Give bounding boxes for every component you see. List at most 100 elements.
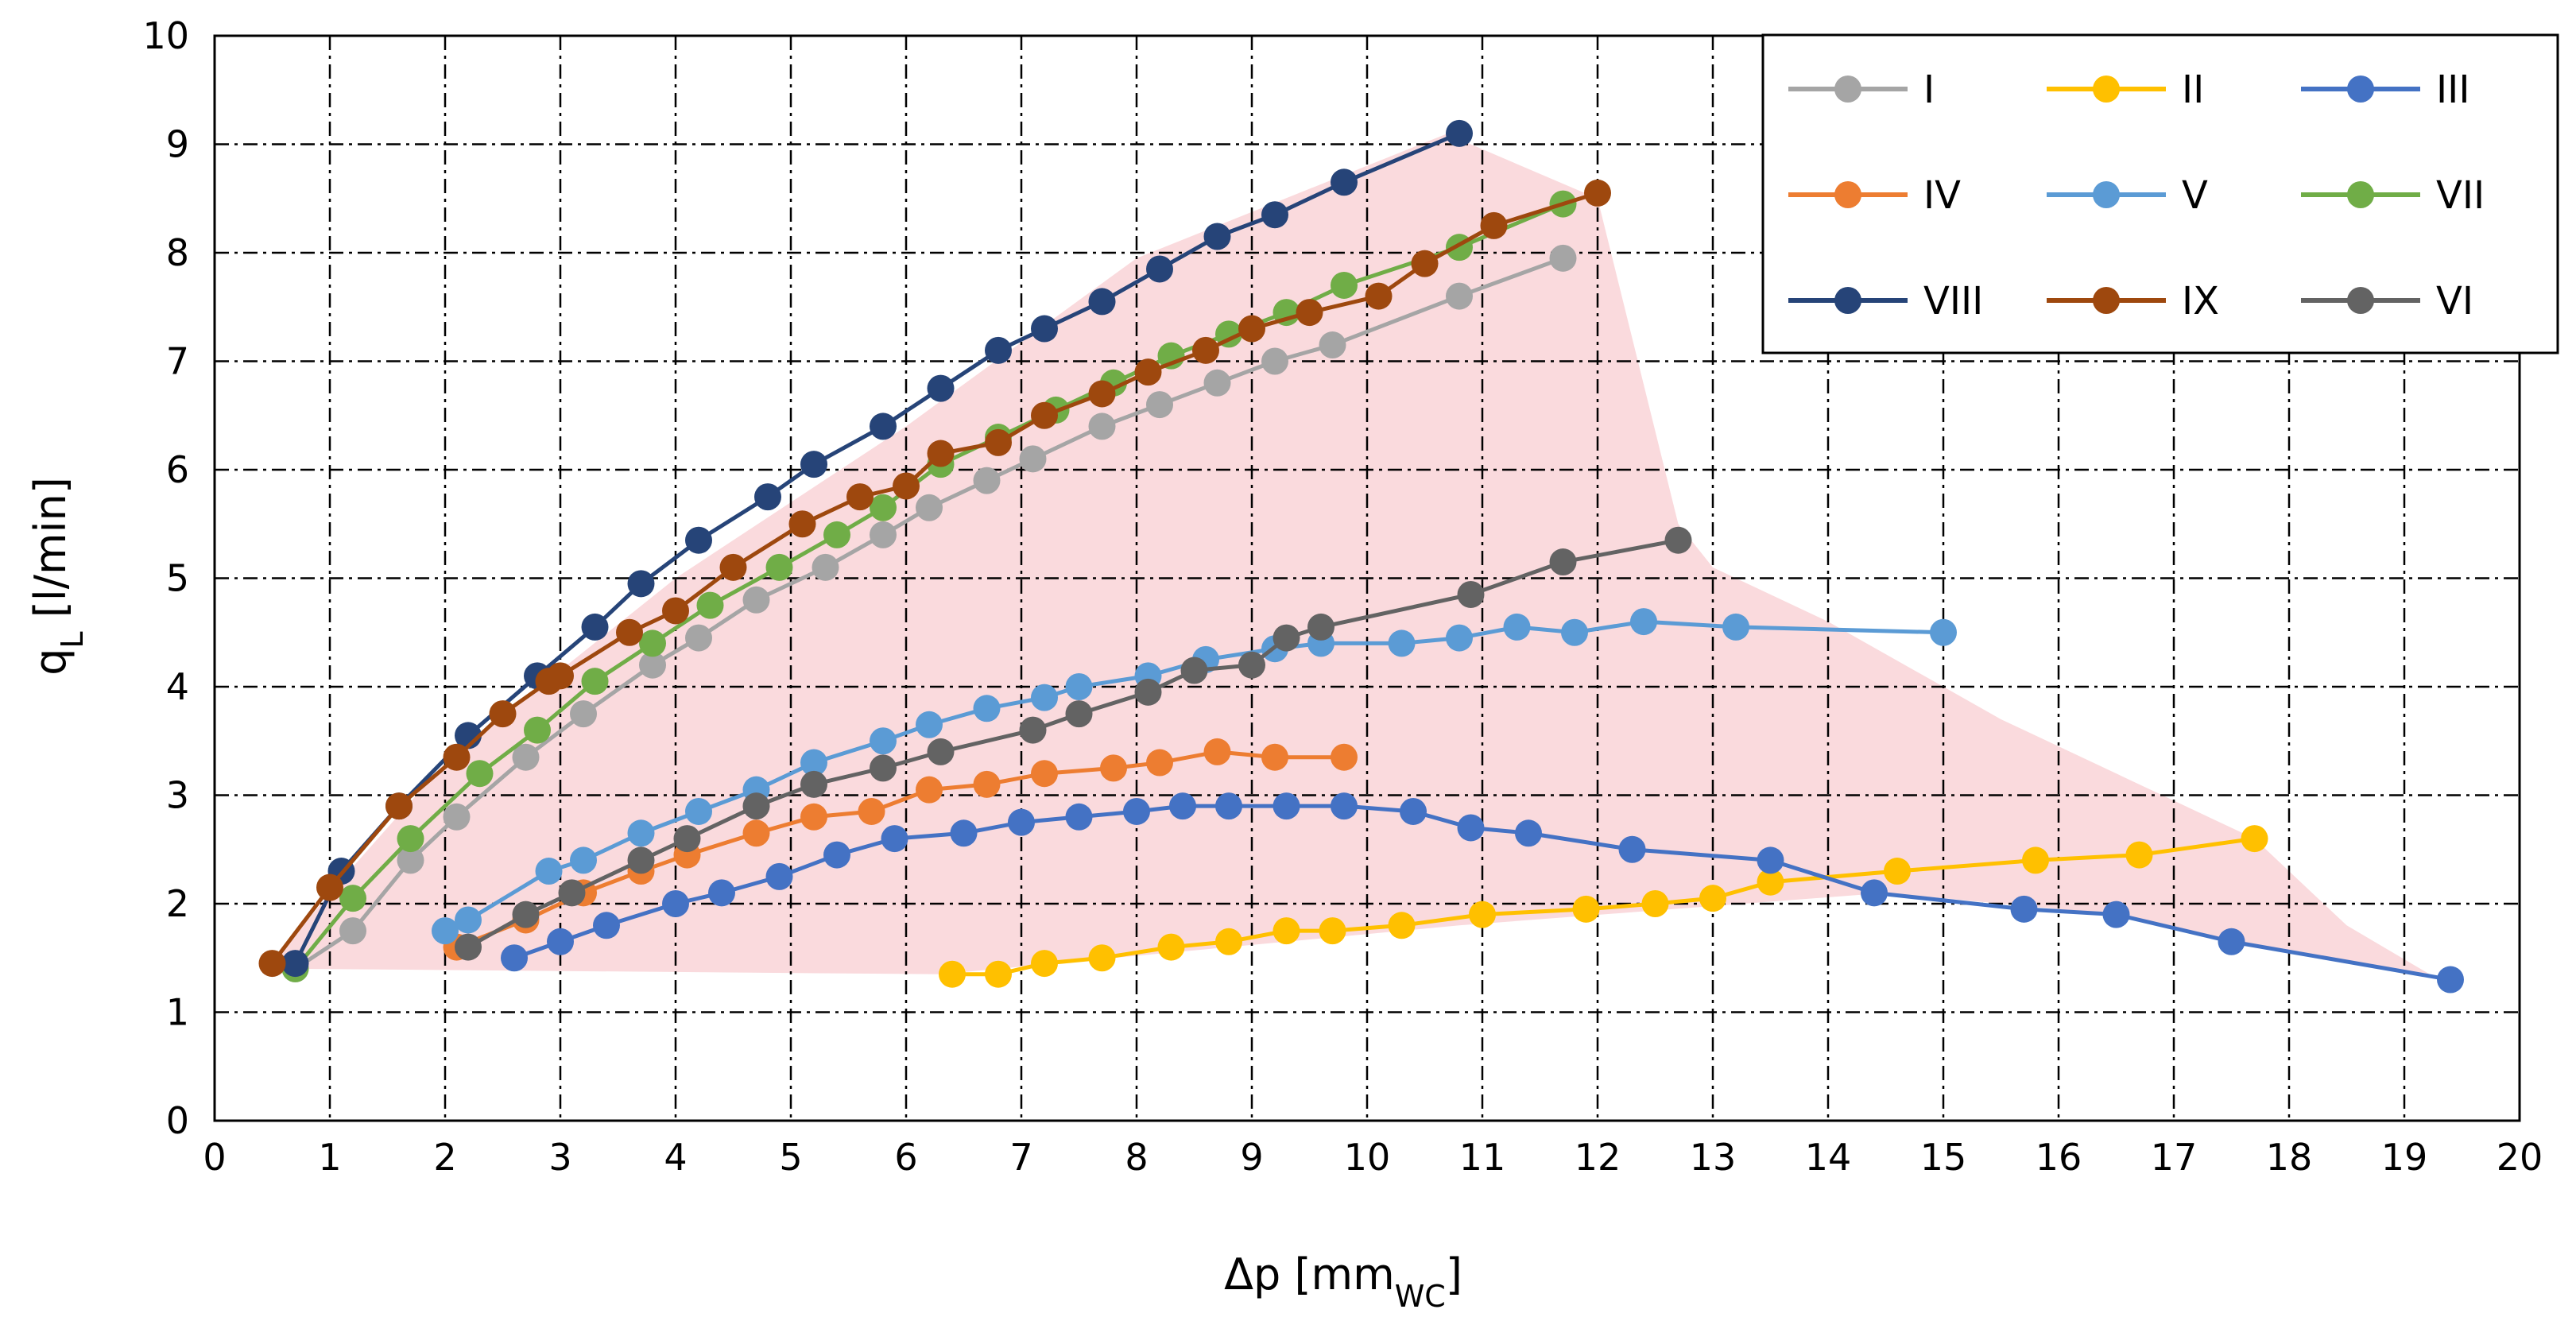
data-point — [1641, 890, 1669, 917]
data-point — [639, 651, 666, 679]
data-point — [1722, 613, 1749, 641]
data-point — [812, 553, 839, 581]
data-point — [639, 629, 666, 657]
data-point — [2241, 825, 2268, 853]
data-point — [927, 374, 955, 402]
data-point — [397, 825, 424, 853]
legend-marker — [2093, 181, 2120, 208]
data-point — [1203, 738, 1231, 765]
data-point — [1572, 895, 1600, 923]
data-point — [1019, 445, 1047, 473]
legend-label: II — [2182, 68, 2204, 112]
data-point — [1203, 223, 1231, 250]
data-point — [1457, 814, 1485, 842]
data-point — [2102, 901, 2130, 928]
data-point — [1019, 716, 1047, 744]
y-tick-label: 2 — [166, 882, 189, 925]
data-point — [1331, 271, 1358, 299]
series-IV — [443, 738, 1358, 961]
x-tick-label: 15 — [1920, 1136, 1967, 1179]
data-point — [1215, 792, 1242, 820]
data-point — [708, 879, 735, 907]
legend-label: III — [2436, 68, 2469, 112]
data-point — [1146, 391, 1173, 419]
x-tick-label: 4 — [664, 1136, 687, 1179]
tick-layer: 0 1 2 3 4 5 6 7 8 9 10 11 12 13 14 15 16 17 18 19 2001234567… — [142, 14, 2543, 1179]
data-point — [385, 792, 413, 820]
data-point — [973, 467, 1001, 494]
data-point — [1561, 618, 1588, 646]
data-point — [662, 890, 689, 917]
legend-item: I — [1788, 68, 1935, 112]
y-axis-title: qL [l/min] — [25, 477, 90, 676]
data-point — [927, 440, 955, 467]
data-point — [1469, 901, 1496, 928]
data-point — [696, 591, 724, 619]
data-point — [685, 797, 712, 825]
legend-item: V — [2047, 173, 2208, 218]
data-point — [1307, 613, 1334, 641]
data-point — [754, 483, 781, 511]
y-tick-label: 8 — [166, 231, 189, 274]
data-point — [985, 428, 1012, 456]
y-tick-label: 9 — [166, 123, 189, 166]
data-point — [547, 928, 574, 955]
data-point — [1446, 624, 1473, 652]
legend-label: IX — [2182, 279, 2219, 323]
data-point — [581, 613, 609, 641]
data-point — [558, 879, 586, 907]
data-point — [466, 760, 494, 788]
x-tick-label: 10 — [1344, 1136, 1391, 1179]
x-tick-label: 12 — [1575, 1136, 1621, 1179]
data-point — [1100, 754, 1127, 782]
data-point — [397, 846, 424, 874]
legend-label: IV — [1923, 173, 1961, 218]
data-point — [455, 933, 482, 961]
data-point — [1088, 413, 1116, 440]
data-point — [673, 825, 701, 853]
data-point — [1549, 548, 1577, 576]
data-point — [2022, 846, 2049, 874]
data-point — [1238, 651, 1265, 679]
x-tick-label: 16 — [2036, 1136, 2082, 1179]
y-tick-label: 4 — [166, 665, 189, 708]
x-tick-label: 0 — [203, 1136, 226, 1179]
data-point — [1388, 912, 1416, 939]
data-point — [339, 885, 366, 912]
data-point — [1134, 678, 1162, 706]
legend-marker — [1834, 76, 1861, 103]
data-point — [535, 858, 563, 885]
data-point — [1123, 797, 1150, 825]
x-tick-label: 19 — [2381, 1136, 2428, 1179]
series-IX — [258, 179, 1611, 978]
plot-frame — [213, 34, 2521, 1122]
data-point — [1319, 331, 1346, 359]
data-point — [1088, 288, 1116, 316]
data-point — [1861, 879, 1888, 907]
x-tick-label: 11 — [1459, 1136, 1506, 1179]
legend-item: VII — [2301, 173, 2485, 218]
data-point — [1446, 282, 1473, 310]
data-point — [1215, 928, 1242, 955]
data-point — [1457, 580, 1485, 608]
data-point — [1331, 792, 1358, 820]
series-VI — [455, 526, 1692, 961]
data-point — [1884, 858, 1911, 885]
data-point — [443, 803, 471, 831]
legend-label: VIII — [1923, 279, 1983, 323]
data-point — [927, 738, 955, 765]
data-point — [685, 624, 712, 652]
data-point — [316, 873, 343, 901]
x-axis-title: Δp [mmWC] — [1224, 1249, 1462, 1314]
data-point — [742, 819, 770, 847]
legend-item: III — [2301, 68, 2469, 112]
series-III — [501, 792, 2464, 994]
data-point — [489, 700, 517, 728]
data-point — [1238, 315, 1265, 343]
data-point — [1757, 868, 1784, 896]
legend-marker — [1834, 287, 1861, 314]
data-point — [627, 846, 655, 874]
legend-marker — [2347, 287, 2374, 314]
legend-marker — [1834, 181, 1861, 208]
x-tick-label: 9 — [1240, 1136, 1263, 1179]
